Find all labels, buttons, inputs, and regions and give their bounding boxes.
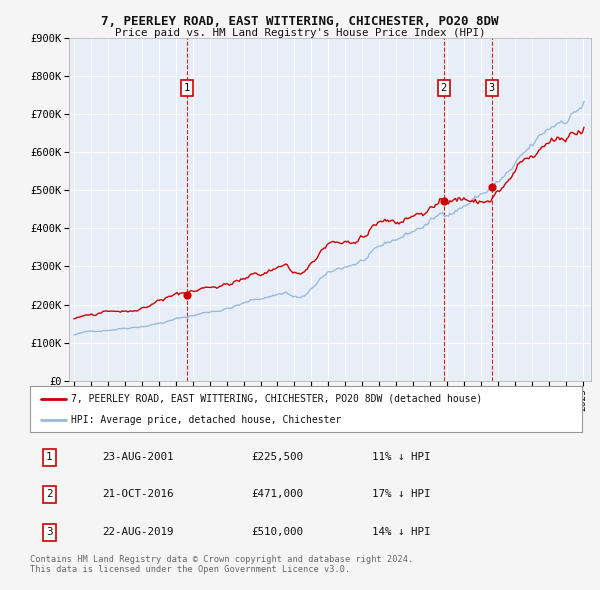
Text: 22-AUG-2019: 22-AUG-2019 bbox=[102, 527, 173, 537]
Text: 23-AUG-2001: 23-AUG-2001 bbox=[102, 453, 173, 463]
Text: 17% ↓ HPI: 17% ↓ HPI bbox=[372, 489, 431, 499]
Text: 11% ↓ HPI: 11% ↓ HPI bbox=[372, 453, 431, 463]
Text: 7, PEERLEY ROAD, EAST WITTERING, CHICHESTER, PO20 8DW (detached house): 7, PEERLEY ROAD, EAST WITTERING, CHICHES… bbox=[71, 394, 482, 404]
Point bbox=[487, 182, 497, 191]
Text: 7, PEERLEY ROAD, EAST WITTERING, CHICHESTER, PO20 8DW: 7, PEERLEY ROAD, EAST WITTERING, CHICHES… bbox=[101, 15, 499, 28]
Text: 2: 2 bbox=[440, 83, 446, 93]
Text: 3: 3 bbox=[489, 83, 495, 93]
Text: £471,000: £471,000 bbox=[251, 489, 303, 499]
Point bbox=[182, 290, 191, 300]
Text: HPI: Average price, detached house, Chichester: HPI: Average price, detached house, Chic… bbox=[71, 415, 341, 425]
Text: Price paid vs. HM Land Registry's House Price Index (HPI): Price paid vs. HM Land Registry's House … bbox=[115, 28, 485, 38]
Text: 3: 3 bbox=[46, 527, 53, 537]
Text: Contains HM Land Registry data © Crown copyright and database right 2024.
This d: Contains HM Land Registry data © Crown c… bbox=[30, 555, 413, 574]
Text: £225,500: £225,500 bbox=[251, 453, 303, 463]
Point bbox=[439, 196, 448, 206]
Text: 1: 1 bbox=[184, 83, 190, 93]
Text: 21-OCT-2016: 21-OCT-2016 bbox=[102, 489, 173, 499]
Text: 2: 2 bbox=[46, 489, 53, 499]
Text: 14% ↓ HPI: 14% ↓ HPI bbox=[372, 527, 431, 537]
Text: £510,000: £510,000 bbox=[251, 527, 303, 537]
Text: 1: 1 bbox=[46, 453, 53, 463]
